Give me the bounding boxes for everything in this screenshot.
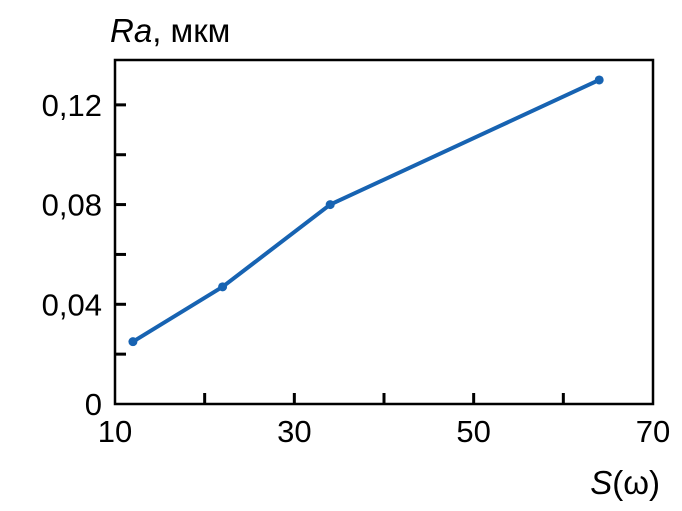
data-line xyxy=(130,77,602,344)
y-tick-label: 0,08 xyxy=(42,188,102,223)
x-tick-label: 10 xyxy=(98,414,132,449)
x-axis-title-units: (ω) xyxy=(612,464,660,501)
y-axis-title-symbol: Ra xyxy=(110,12,152,49)
x-axis-title-symbol: S xyxy=(590,464,612,501)
x-tick-label: 30 xyxy=(277,414,311,449)
x-tick-label: 70 xyxy=(636,414,670,449)
plot-border xyxy=(113,58,655,406)
y-tick-label: 0,04 xyxy=(42,287,102,322)
y-axis-title: Ra, мкм xyxy=(110,12,230,49)
x-tick-label: 50 xyxy=(456,414,490,449)
y-tick-label: 0 xyxy=(85,387,102,422)
ticks-layer: 10 30 50 70 0 0,04 0,08 0,12 xyxy=(42,88,671,449)
y-tick-label: 0,12 xyxy=(42,88,102,123)
data-point xyxy=(594,75,604,85)
data-series-layer xyxy=(128,75,604,347)
x-axis-title: S(ω) xyxy=(590,464,660,501)
data-point xyxy=(325,200,335,210)
data-point xyxy=(218,282,228,292)
data-point xyxy=(128,337,138,347)
y-axis-title-units: , мкм xyxy=(152,12,230,49)
